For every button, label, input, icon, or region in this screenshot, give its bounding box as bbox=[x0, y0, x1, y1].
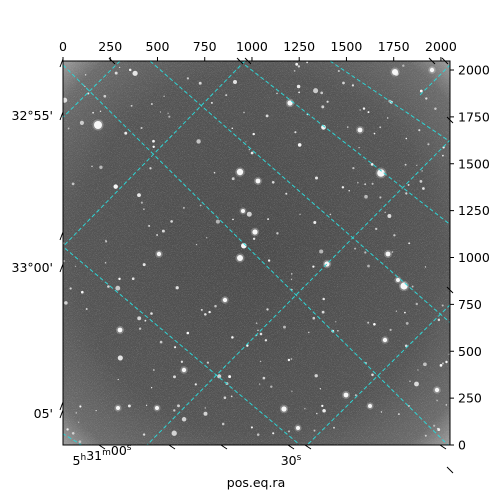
grid-line bbox=[239, 61, 450, 226]
ra-tick-label: 5h31m00s bbox=[73, 443, 132, 468]
sky-image bbox=[63, 61, 450, 445]
plot-frame bbox=[62, 60, 451, 446]
grid-line bbox=[63, 64, 449, 445]
ra-axis: 5h31m00s 30s bbox=[73, 443, 447, 468]
right-tick-label: 1250 bbox=[458, 203, 490, 218]
right-tick-label: 500 bbox=[458, 344, 482, 359]
right-tick-label: 750 bbox=[458, 297, 482, 312]
grid-line bbox=[419, 64, 450, 96]
grid-line bbox=[329, 61, 450, 143]
dec-tick bbox=[59, 111, 64, 121]
grid-line bbox=[63, 433, 83, 445]
right-tick-label: 1500 bbox=[458, 156, 490, 171]
top-tick-label: 500 bbox=[146, 39, 170, 54]
right-tick-label: 2000 bbox=[458, 63, 490, 78]
ra-tick-label: 30s bbox=[281, 453, 302, 468]
grid-line bbox=[149, 61, 450, 324]
dec-tick-label: 33°00' bbox=[12, 260, 54, 275]
right-tick-label: 1750 bbox=[458, 109, 490, 124]
top-tick-label: 0 bbox=[59, 39, 67, 54]
top-pixel-axis: 0 250 500 750 1000 1250 1500 1750 2000 bbox=[59, 39, 457, 65]
right-tick-label: 250 bbox=[458, 391, 482, 406]
ra-tick bbox=[98, 444, 106, 450]
top-tick-label: 1500 bbox=[331, 39, 363, 54]
dec-axis: 32°55' 33°00' 05' bbox=[12, 58, 64, 421]
dec-tick-label: 32°55' bbox=[12, 108, 54, 123]
dec-tick bbox=[59, 409, 64, 419]
grid-line bbox=[306, 304, 450, 445]
right-tick-label: 1000 bbox=[458, 250, 490, 265]
top-tick-label: 1000 bbox=[236, 39, 268, 54]
x-axis-label: pos.eq.ra bbox=[227, 475, 285, 490]
grid-line bbox=[146, 139, 450, 445]
ra-tick bbox=[287, 444, 295, 450]
coordinate-grid bbox=[63, 61, 450, 445]
top-tick-label: 1750 bbox=[378, 39, 410, 54]
right-tick-label: 0 bbox=[458, 438, 466, 453]
right-pixel-axis: 0 250 500 750 1000 1250 1500 1750 2000 bbox=[446, 63, 490, 474]
grid-line bbox=[63, 246, 301, 445]
dec-tick-label: 05' bbox=[34, 406, 53, 421]
dec-tick bbox=[59, 263, 64, 273]
top-tick-label: 1250 bbox=[283, 39, 315, 54]
top-tick-label: 750 bbox=[193, 39, 217, 54]
grid-line bbox=[63, 61, 246, 248]
top-tick-label: 250 bbox=[98, 39, 122, 54]
top-tick-label: 2000 bbox=[425, 39, 457, 54]
